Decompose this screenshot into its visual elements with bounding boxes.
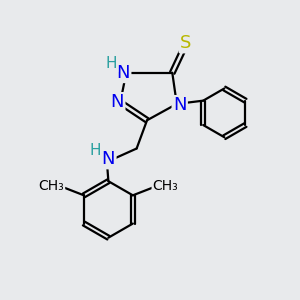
Text: N: N xyxy=(116,64,130,82)
Text: N: N xyxy=(173,96,187,114)
Text: N: N xyxy=(111,93,124,111)
Text: N: N xyxy=(102,150,115,168)
Text: S: S xyxy=(180,34,191,52)
Text: H: H xyxy=(90,143,101,158)
Text: CH₃: CH₃ xyxy=(38,178,64,193)
Text: H: H xyxy=(106,56,117,71)
Text: CH₃: CH₃ xyxy=(153,178,178,193)
